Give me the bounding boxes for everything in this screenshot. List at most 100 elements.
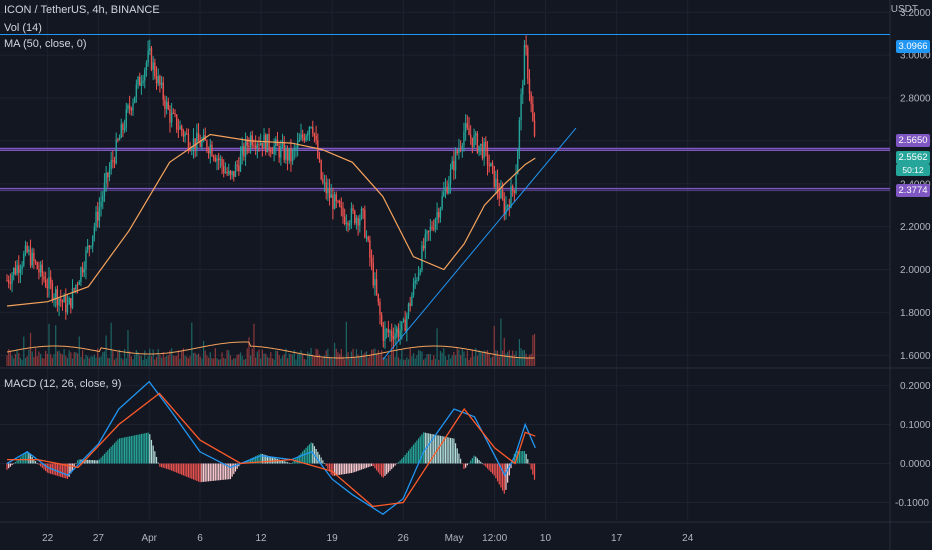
volume-bar <box>61 354 64 366</box>
volume-bar <box>325 350 327 366</box>
volume-bar <box>310 348 312 366</box>
volume-bar <box>98 357 100 366</box>
candle-body <box>90 246 92 248</box>
macd-hist-bar <box>271 457 274 464</box>
trend-line <box>382 127 577 360</box>
candle-body <box>39 264 42 273</box>
macd-hist-bar <box>360 463 363 470</box>
macd-hist-bar <box>43 463 45 470</box>
volume-bar <box>359 356 361 366</box>
volume-bar <box>503 337 505 366</box>
macd-hist-bar <box>167 463 169 470</box>
volume-bar <box>293 350 295 366</box>
volume-bar <box>255 357 257 366</box>
macd-hist-bar <box>169 463 171 470</box>
volume-bar <box>219 359 221 366</box>
candle-body <box>46 286 49 289</box>
macd-hist-bar <box>332 463 334 476</box>
macd-hist-bar <box>13 463 15 465</box>
volume-bar <box>446 359 448 366</box>
macd-hist-bar <box>307 446 309 464</box>
macd-hist-bar <box>229 463 232 480</box>
volume-bar <box>471 349 473 366</box>
macd-hist-bar <box>344 463 346 475</box>
candle-body <box>347 223 349 226</box>
macd-hist-bar <box>382 463 384 478</box>
candle-body <box>456 151 458 154</box>
volume-bar <box>313 356 316 366</box>
macd-hist-bar <box>150 439 153 464</box>
candle-body <box>422 245 425 249</box>
candle-body <box>325 182 327 194</box>
macd-hist-bar <box>458 453 460 464</box>
volume-bar <box>118 349 121 366</box>
macd-hist-bar <box>157 462 159 464</box>
candle-body <box>98 207 101 221</box>
candle-body <box>51 283 54 300</box>
macd-hist-bar <box>498 463 500 485</box>
candle-body <box>283 143 285 160</box>
candle-body <box>481 143 484 159</box>
candle-body <box>290 147 292 162</box>
macd-hist-bar <box>191 463 193 479</box>
candle-body <box>75 284 77 290</box>
candle-body <box>159 76 161 85</box>
macd-hist-bar <box>402 456 405 464</box>
macd-hist-bar <box>384 463 386 476</box>
volume-bar <box>167 355 169 366</box>
volume-bar <box>365 351 368 366</box>
macd-hist-bar <box>389 463 391 471</box>
macd-hist-bar <box>320 457 322 464</box>
volume-bar <box>139 355 141 366</box>
volume-bar <box>26 356 28 366</box>
volume-bar <box>418 350 420 366</box>
volume-bar <box>510 355 512 366</box>
candle-body <box>488 164 490 167</box>
candle-body <box>107 172 109 178</box>
candle-body <box>53 297 55 300</box>
volume-bar <box>533 333 536 366</box>
volume-bar <box>412 353 415 366</box>
candle-body <box>93 226 96 236</box>
macd-hist-bar <box>448 437 450 464</box>
candle-body <box>236 164 238 166</box>
time-tick-label: 12:00 <box>482 533 507 544</box>
candle-body <box>248 145 250 148</box>
volume-bar <box>362 354 364 366</box>
macd-hist-bar <box>355 463 358 472</box>
macd-hist-bar <box>236 463 238 469</box>
volume-bar <box>401 349 403 366</box>
candle-body <box>501 190 504 199</box>
macd-tick-label: 0.0000 <box>900 459 931 470</box>
macd-hist-bar <box>45 463 47 472</box>
volume-bar <box>56 351 58 366</box>
macd-hist-bar <box>162 463 164 468</box>
volume-bar <box>130 356 132 366</box>
volume-bar <box>194 352 196 366</box>
volume-bar <box>486 350 489 366</box>
macd-hist-bar <box>18 458 20 464</box>
macd-hist-bar <box>246 460 248 464</box>
volume-bar <box>125 358 127 366</box>
candle-body <box>49 277 52 284</box>
candle-body <box>305 135 307 141</box>
volume-bar <box>154 359 156 366</box>
macd-hist-bar <box>485 463 487 467</box>
candle-body <box>140 83 143 86</box>
candle-body <box>243 145 245 157</box>
volume-bar <box>438 359 440 366</box>
candle-body <box>265 135 267 153</box>
volume-bar <box>120 357 122 366</box>
volume-bar <box>248 337 250 366</box>
macd-hist-bar <box>204 463 206 482</box>
time-tick-label: 17 <box>611 533 623 544</box>
volume-bar <box>292 354 294 366</box>
volume-bar <box>377 350 379 366</box>
volume-bar <box>404 359 406 366</box>
price-tick-label: 1.6000 <box>900 351 931 362</box>
volume-bar <box>103 351 106 366</box>
volume-bar <box>258 349 260 366</box>
candle-body <box>128 105 131 109</box>
candle-body <box>427 231 430 233</box>
